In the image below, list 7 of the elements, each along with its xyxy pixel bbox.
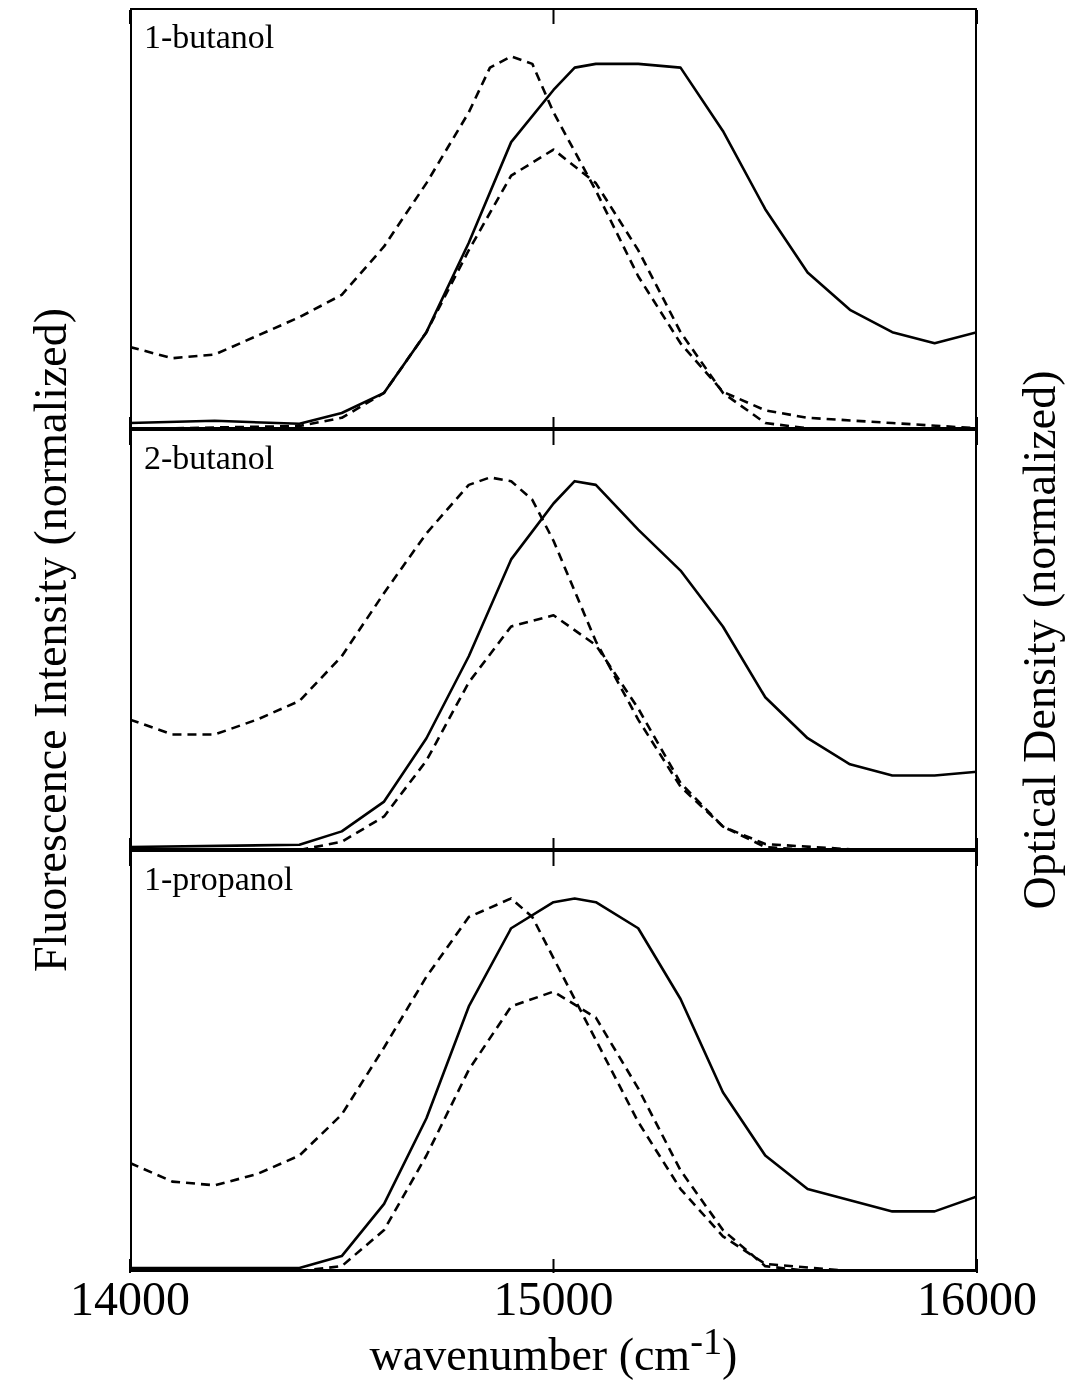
x-tick-label: 14000 <box>70 1272 190 1326</box>
y-axis-title: Fluorescence Intensity (normalized) <box>23 307 77 972</box>
chart-title: 1-propanol <box>144 860 294 898</box>
x-tick-label: 16000 <box>917 1272 1037 1326</box>
chart-title: 2-butanol <box>144 439 275 477</box>
y2-axis-title: Optical Density (normalized) <box>1012 369 1066 910</box>
chart-title: 1-butanol <box>144 18 275 56</box>
